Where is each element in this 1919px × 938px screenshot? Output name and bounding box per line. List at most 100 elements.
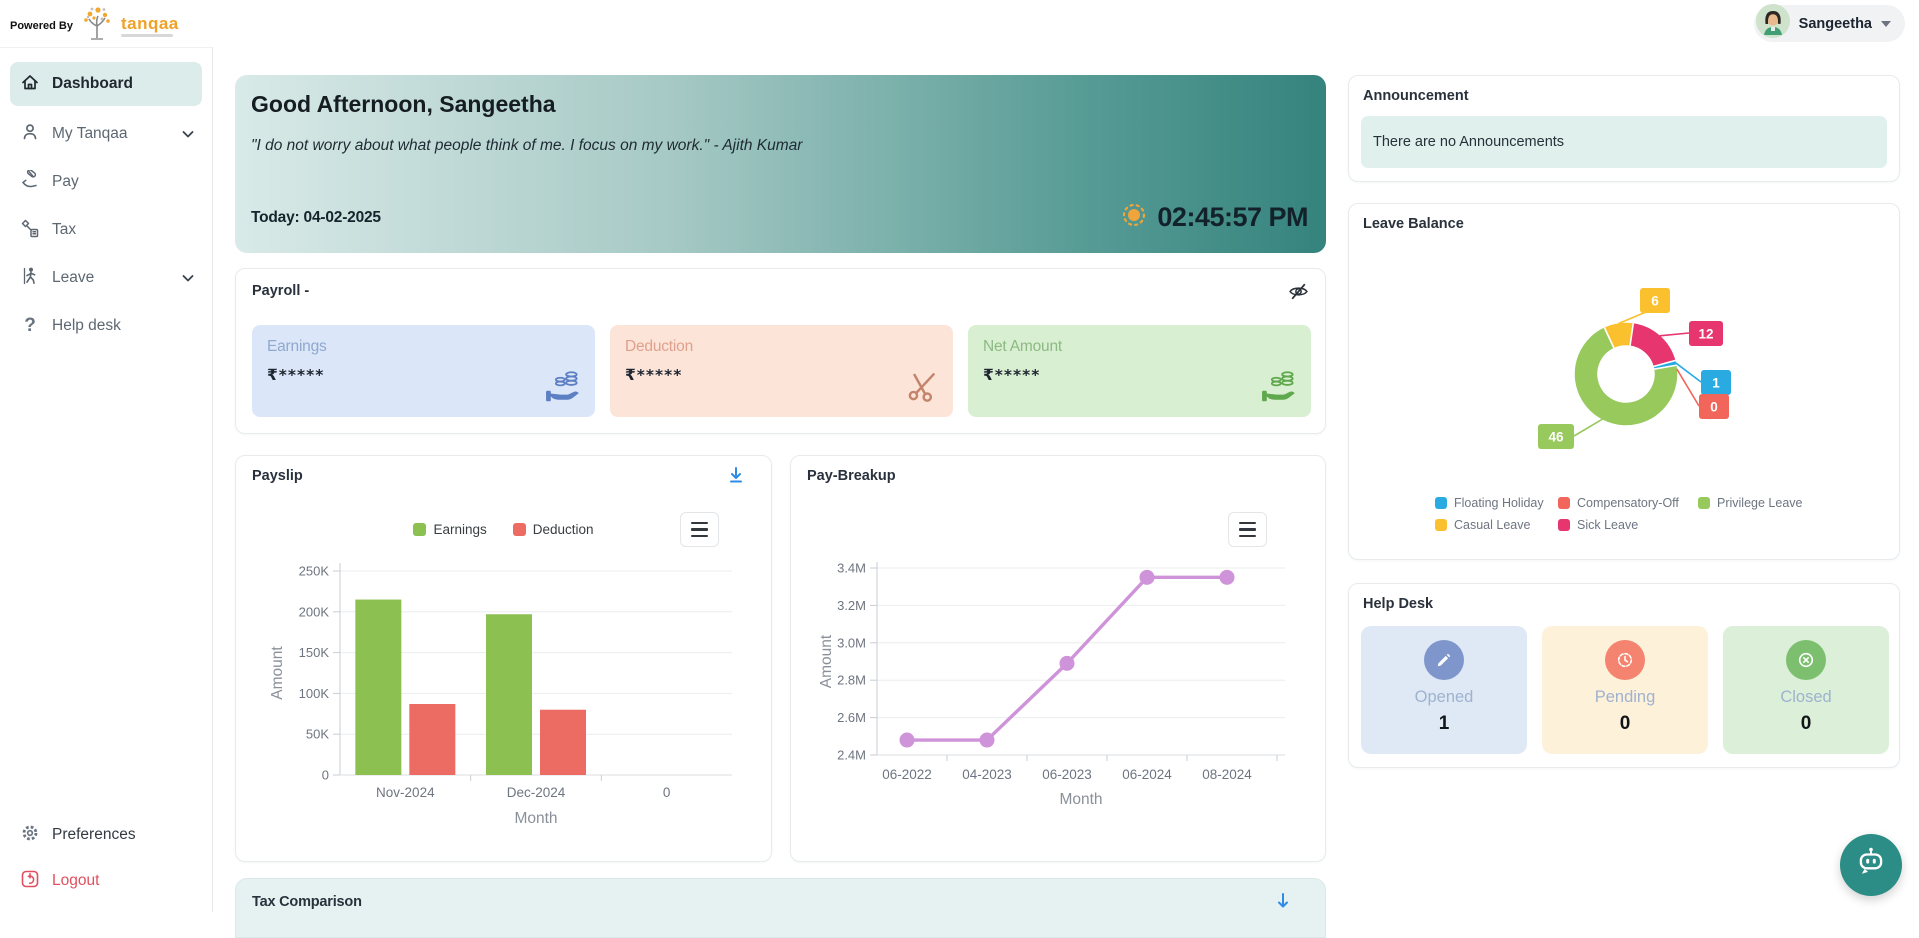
chevron-down-icon[interactable] xyxy=(1881,20,1891,27)
payslip-title: Payslip xyxy=(252,468,303,484)
deduction-label: Deduction xyxy=(625,338,693,355)
svg-text:0: 0 xyxy=(322,768,329,783)
leave-icon xyxy=(20,266,40,291)
svg-text:Amount: Amount xyxy=(269,646,286,700)
legend-label: Deduction xyxy=(532,522,594,537)
sidebar-item-preferences[interactable]: Preferences xyxy=(0,812,212,858)
help-icon: ? xyxy=(24,315,36,336)
sidebar-item-label: Leave xyxy=(52,269,95,286)
legend-swatch xyxy=(413,523,427,536)
avatar xyxy=(1755,4,1790,43)
helpdesk-pending-tile[interactable]: Pending 0 xyxy=(1542,626,1708,754)
closed-count: 0 xyxy=(1800,713,1812,734)
chevron-down-icon[interactable] xyxy=(180,126,196,147)
svg-text:2.6M: 2.6M xyxy=(837,710,866,725)
chart-menu-button[interactable] xyxy=(1228,512,1267,547)
legend-label: Sick Leave xyxy=(1577,518,1639,532)
chart-menu-button[interactable] xyxy=(680,512,719,547)
tax-comparison-title: Tax Comparison xyxy=(252,894,362,910)
pencil-icon xyxy=(1424,640,1464,680)
home-icon xyxy=(20,72,40,97)
legend-label: Casual Leave xyxy=(1454,518,1531,532)
legend-label: Privilege Leave xyxy=(1717,496,1803,510)
legend-item-deduction[interactable]: Deduction xyxy=(512,522,594,537)
brand-tagline xyxy=(120,33,173,37)
topbar: Powered By tanqaa xyxy=(0,0,1919,47)
svg-text:3.0M: 3.0M xyxy=(837,635,866,650)
payroll-card: Payroll - Earnings ₹***** xyxy=(235,268,1326,434)
download-icon[interactable] xyxy=(725,464,747,491)
legend-item-casual-leave[interactable]: Casual Leave xyxy=(1435,518,1558,532)
svg-text:Amount: Amount xyxy=(818,634,835,688)
leave-balance-legend: Floating Holiday Compensatory-Off Privil… xyxy=(1435,492,1802,536)
helpdesk-closed-tile[interactable]: Closed 0 xyxy=(1723,626,1889,754)
pay-breakup-card: Pay-Breakup 2.4M 2.6M 2.8M 3.0M 3.2M 3.4M 06-2… xyxy=(790,455,1326,862)
gear-icon xyxy=(20,823,40,848)
chevron-down-icon[interactable] xyxy=(180,270,196,291)
sidebar-item-label: Dashboard xyxy=(52,75,133,92)
user-menu[interactable]: Sangeetha xyxy=(1753,4,1905,43)
legend-item-compensatory-off[interactable]: Compensatory-Off xyxy=(1558,496,1698,510)
scissors-icon xyxy=(905,368,941,409)
sidebar-item-dashboard[interactable]: Dashboard xyxy=(10,62,202,106)
svg-text:2.4M: 2.4M xyxy=(837,748,866,763)
pay-breakup-title: Pay-Breakup xyxy=(807,468,896,484)
powered-by-label: Powered By xyxy=(10,19,73,32)
earnings-label: Earnings xyxy=(267,338,327,355)
help-desk-card: Help Desk Opened 1 xyxy=(1348,583,1900,768)
tax-icon xyxy=(20,218,40,243)
legend-swatch xyxy=(1435,519,1447,531)
sidebar-item-tax[interactable]: Tax xyxy=(0,206,212,254)
sidebar-item-pay[interactable]: Pay xyxy=(0,158,212,206)
help-desk-title: Help Desk xyxy=(1363,596,1434,612)
helpdesk-opened-tile[interactable]: Opened 1 xyxy=(1361,626,1527,754)
announcement-message: There are no Announcements xyxy=(1361,116,1887,168)
legend-swatch xyxy=(1698,497,1710,509)
pending-count: 0 xyxy=(1619,713,1631,734)
today-date: Today: 04-02-2025 xyxy=(251,209,381,226)
sidebar-item-my-tanqaa[interactable]: My Tanqaa xyxy=(0,110,212,158)
sidebar-item-label: Tax xyxy=(52,221,77,238)
pay-icon xyxy=(20,168,40,195)
legend-item-sick-leave[interactable]: Sick Leave xyxy=(1558,518,1638,532)
clock-icon xyxy=(1605,640,1645,680)
svg-text:6: 6 xyxy=(1651,294,1659,309)
clock-time: 02:45:57 PM xyxy=(1157,202,1308,232)
svg-text:06-2023: 06-2023 xyxy=(1042,767,1092,782)
svg-text:06-2024: 06-2024 xyxy=(1122,767,1172,782)
sidebar-item-label: Pay xyxy=(52,173,79,190)
tax-comparison-bar[interactable]: Tax Comparison xyxy=(235,878,1326,938)
sidebar-item-leave[interactable]: Leave xyxy=(0,254,212,302)
net-amount-label: Net Amount xyxy=(983,338,1062,355)
greeting-banner: Good Afternoon, Sangeetha "I do not worr… xyxy=(235,75,1326,253)
user-name: Sangeetha xyxy=(1798,15,1872,32)
opened-label: Opened xyxy=(1414,688,1474,706)
legend-swatch xyxy=(1558,497,1570,509)
svg-text:150K: 150K xyxy=(299,645,330,660)
sidebar-item-help-desk[interactable]: ? Help desk xyxy=(0,302,212,350)
legend-swatch xyxy=(512,523,526,536)
svg-text:1: 1 xyxy=(1712,376,1720,391)
payslip-legend: Earnings Deduction xyxy=(236,522,771,537)
legend-label: Earnings xyxy=(433,522,487,537)
brand-name: tanqaa xyxy=(120,13,179,33)
svg-text:04-2023: 04-2023 xyxy=(962,767,1012,782)
leave-balance-card: Leave Balance 6 12 1 0 46 Floating Holiday C… xyxy=(1348,203,1900,560)
earnings-card: Earnings ₹***** xyxy=(252,325,595,417)
brand-logo: Powered By tanqaa xyxy=(10,4,179,47)
sidebar-item-logout[interactable]: Logout xyxy=(0,858,212,904)
opened-count: 1 xyxy=(1438,713,1450,734)
closed-label: Closed xyxy=(1780,688,1832,706)
x-circle-icon xyxy=(1786,640,1826,680)
svg-text:08-2024: 08-2024 xyxy=(1202,767,1252,782)
legend-item-floating-holiday[interactable]: Floating Holiday xyxy=(1435,496,1558,510)
legend-item-earnings[interactable]: Earnings xyxy=(413,522,487,537)
legend-item-privilege-leave[interactable]: Privilege Leave xyxy=(1698,496,1802,510)
sidebar-item-label: My Tanqaa xyxy=(52,125,128,142)
chatbot-fab-button[interactable] xyxy=(1840,834,1902,896)
payroll-title: Payroll - xyxy=(252,283,310,299)
expand-arrow-icon[interactable] xyxy=(1273,891,1293,916)
deduction-value: ₹***** xyxy=(625,366,683,384)
eye-off-icon[interactable] xyxy=(1288,281,1309,307)
